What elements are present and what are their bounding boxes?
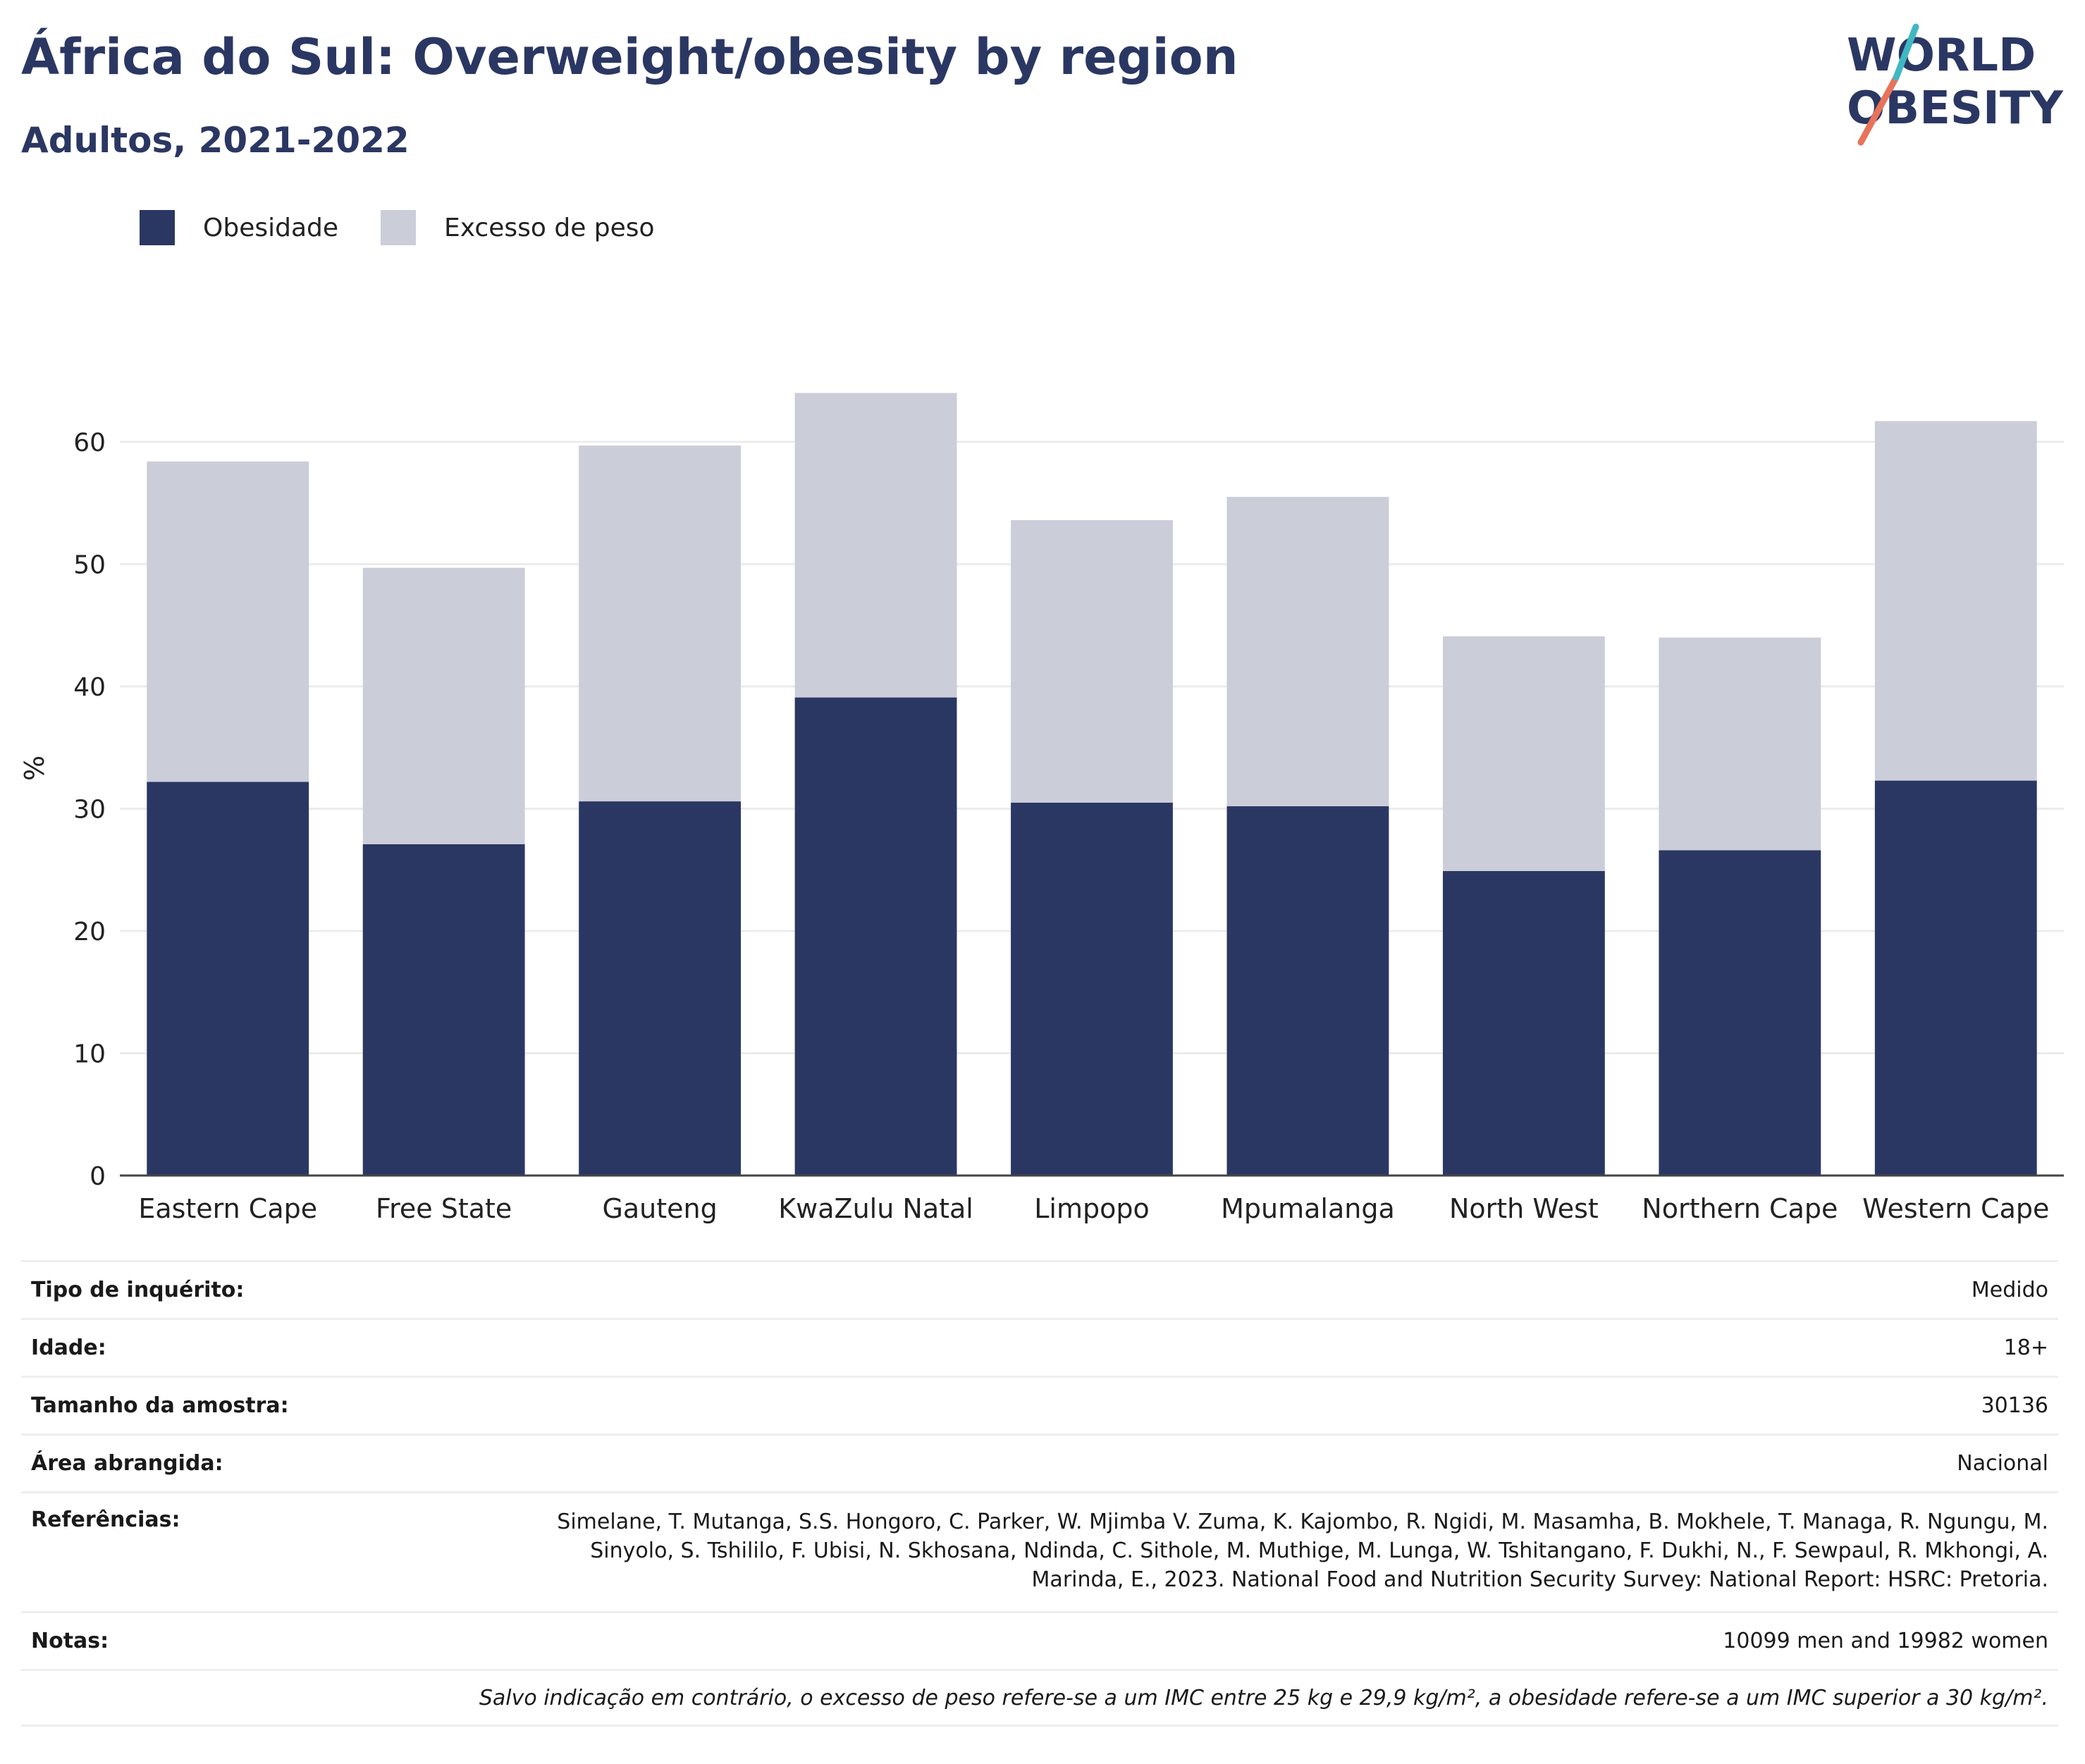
info-row-survey-type: Tipo de inquérito: Medido — [21, 1260, 2058, 1318]
bar-overweight-northern-cape — [1659, 637, 1821, 851]
info-label: Referências: — [31, 1507, 180, 1532]
legend-label-overweight: Excesso de peso — [444, 213, 655, 242]
info-row-age: Idade: 18+ — [21, 1318, 2058, 1376]
y-tick-label: 50 — [73, 551, 106, 580]
bar-obesity-eastern-cape — [147, 782, 309, 1176]
bar-obesity-free-state — [362, 844, 525, 1176]
y-tick-label: 0 — [90, 1162, 106, 1191]
legend-swatch-overweight — [381, 210, 417, 245]
world-obesity-logo: WORLD OBESITY — [1847, 23, 2063, 146]
bar-obesity-northern-cape — [1659, 850, 1821, 1176]
info-footnote: Salvo indicação em contrário, o excesso … — [21, 1669, 2058, 1727]
x-tick-label: Northern Cape — [1642, 1193, 1838, 1224]
x-tick-label: Limpopo — [1034, 1193, 1150, 1224]
info-label: Área abrangida: — [31, 1451, 223, 1476]
info-value: Simelane, T. Mutanga, S.S. Hongoro, C. P… — [557, 1510, 2048, 1592]
legend-swatch-obesity — [140, 210, 175, 245]
legend-item-obesity: Obesidade — [140, 210, 338, 245]
x-tick-label: Gauteng — [602, 1193, 717, 1224]
legend-item-overweight: Excesso de peso — [381, 210, 655, 245]
bar-obesity-limpopo — [1011, 802, 1173, 1176]
y-tick-label: 20 — [73, 918, 106, 946]
x-tick-label: Mpumalanga — [1221, 1193, 1395, 1224]
bar-obesity-kwazulu-natal — [794, 697, 957, 1176]
info-value: Nacional — [1957, 1451, 2048, 1476]
x-tick-label: Western Cape — [1862, 1193, 2049, 1224]
info-row-references: Referências: Simelane, T. Mutanga, S.S. … — [21, 1491, 2058, 1611]
info-label: Tipo de inquérito: — [31, 1278, 245, 1302]
x-tick-label: North West — [1449, 1193, 1599, 1224]
bar-overweight-kwazulu-natal — [794, 393, 957, 698]
footnote-text: Salvo indicação em contrário, o excesso … — [479, 1685, 2048, 1710]
bar-overweight-limpopo — [1011, 520, 1173, 803]
x-tick-label: KwaZulu Natal — [778, 1193, 973, 1224]
bar-overweight-gauteng — [579, 445, 742, 802]
logo-slash-teal — [1893, 23, 1919, 81]
bar-overweight-free-state — [362, 567, 525, 844]
logo-line1: WORLD — [1847, 30, 2036, 82]
y-tick-label: 10 — [73, 1040, 106, 1069]
y-axis: 0 10 20 30 40 50 60 — [73, 428, 106, 1191]
info-label: Notas: — [31, 1629, 109, 1653]
chart-subtitle: Adultos, 2021-2022 — [21, 120, 410, 161]
bar-obesity-north-west — [1442, 870, 1605, 1176]
y-tick-label: 60 — [73, 428, 106, 457]
info-value: 10099 men and 19982 women — [1723, 1629, 2048, 1653]
survey-info-table: Tipo de inquérito: Medido Idade: 18+ Tam… — [21, 1260, 2058, 1727]
y-axis-label: % — [19, 755, 50, 781]
info-row-sample-size: Tamanho da amostra: 30136 — [21, 1376, 2058, 1433]
bar-overweight-mpumalanga — [1226, 497, 1389, 807]
legend-label-obesity: Obesidade — [203, 213, 339, 242]
x-tick-label: Free State — [376, 1193, 512, 1224]
chart-legend: Obesidade Excesso de peso — [140, 210, 697, 245]
logo-slash-red — [1857, 74, 1900, 146]
info-value: 30136 — [1981, 1393, 2048, 1418]
chart-title: África do Sul: Overweight/obesity by reg… — [21, 28, 1238, 86]
info-value: Medido — [1971, 1278, 2048, 1302]
info-label: Tamanho da amostra: — [31, 1393, 289, 1418]
bar-overweight-north-west — [1442, 636, 1605, 871]
y-tick-label: 30 — [73, 796, 106, 825]
info-label: Idade: — [31, 1336, 106, 1360]
bar-overweight-eastern-cape — [147, 461, 309, 782]
bar-obesity-mpumalanga — [1226, 806, 1389, 1176]
info-row-notes: Notas: 10099 men and 19982 women — [21, 1611, 2058, 1669]
chart-bars — [147, 393, 2037, 1176]
bar-chart: 0 10 20 30 40 50 60 Eastern Cape Free State Gaut… — [19, 393, 2064, 1224]
y-tick-label: 40 — [73, 673, 106, 702]
info-row-area: Área abrangida: Nacional — [21, 1433, 2058, 1491]
logo-line2: OBESITY — [1847, 82, 2063, 135]
bar-obesity-gauteng — [579, 801, 742, 1176]
info-value: 18+ — [2003, 1336, 2048, 1360]
x-tick-label: Eastern Cape — [138, 1193, 317, 1224]
x-axis: Eastern Cape Free State Gauteng KwaZulu Nat… — [120, 1174, 2064, 1224]
bar-overweight-western-cape — [1874, 421, 2037, 781]
bar-obesity-western-cape — [1874, 780, 2037, 1176]
